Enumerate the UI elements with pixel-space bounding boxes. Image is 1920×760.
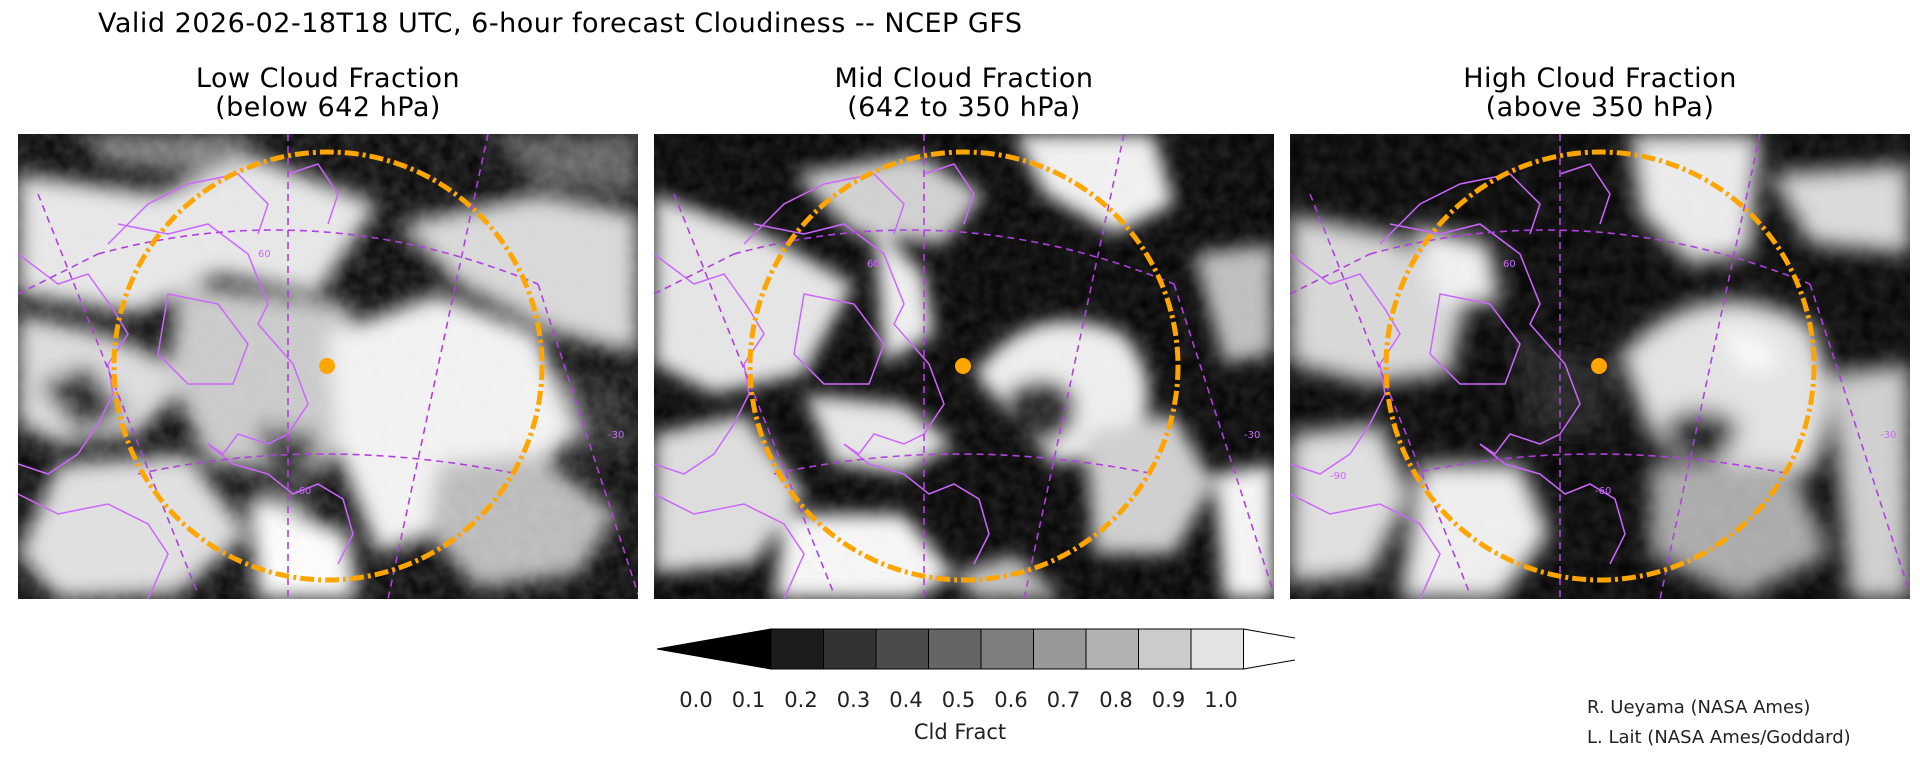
colorbar-segment	[1138, 628, 1192, 670]
lon-label: -90	[1330, 471, 1346, 482]
panel-title-line2: (above 350 hPa)	[1485, 92, 1715, 123]
panel-title-line1: High Cloud Fraction	[1463, 63, 1737, 94]
colorbar	[656, 628, 1295, 670]
range-ring	[747, 149, 1181, 583]
colorbar-tick-label: 0.7	[1046, 688, 1081, 712]
colorbar-tick-label: 0.8	[1099, 688, 1133, 712]
lon-label: -60	[295, 486, 311, 497]
colorbar-tick-label: 0.1	[731, 688, 766, 712]
panel-title: Low Cloud Fraction (below 642 hPa)	[18, 64, 638, 122]
map-svg: 60 -30 -60 -90	[1290, 134, 1910, 599]
panel-title: High Cloud Fraction (above 350 hPa)	[1290, 64, 1910, 122]
credit-line-1: R. Ueyama (NASA Ames)	[1587, 697, 1811, 718]
cloud-map: 60 -30	[654, 134, 1274, 599]
colorbar-segment	[823, 628, 877, 670]
gridlines	[1290, 134, 1910, 599]
panel-high-cloud: High Cloud Fraction (above 350 hPa)	[1290, 64, 1910, 599]
lon-label: -30	[1244, 430, 1260, 441]
colorbar-tick-label: 1.0	[1204, 688, 1238, 712]
colorbar-tick-label: 0.6	[994, 688, 1028, 712]
panel-title-line1: Mid Cloud Fraction	[834, 63, 1094, 94]
panel-title: Mid Cloud Fraction (642 to 350 hPa)	[654, 64, 1274, 122]
colorbar-title: Cld Fract	[913, 720, 1007, 744]
lon-label: -60	[1595, 486, 1611, 497]
panel-title-line2: (642 to 350 hPa)	[847, 92, 1081, 123]
location-marker	[319, 358, 335, 374]
colorbar-tick-label: 0.5	[941, 688, 976, 712]
location-marker	[1591, 358, 1607, 374]
lat-label: 60	[1503, 259, 1516, 270]
colorbar-segment	[1033, 628, 1087, 670]
colorbar-tick-label: 0.9	[1151, 688, 1186, 712]
credit-line-2: L. Lait (NASA Ames/Goddard)	[1587, 727, 1851, 748]
panel-title-line2: (below 642 hPa)	[215, 92, 441, 123]
lat-label: 60	[867, 259, 880, 270]
colorbar-segment	[1190, 628, 1244, 670]
coastlines	[18, 163, 354, 599]
panel-title-line1: Low Cloud Fraction	[195, 63, 461, 94]
cloud-map: 60 -30 -60	[18, 134, 638, 599]
colorbar-tick-label: 0.0	[679, 688, 713, 712]
colorbar-tick-label: 0.4	[889, 688, 923, 712]
colorbar-segment	[980, 628, 1034, 670]
location-marker	[955, 358, 971, 374]
colorbar-segment	[875, 628, 929, 670]
colorbar-tick-label: 0.3	[836, 688, 871, 712]
colorbar-segment	[928, 628, 982, 670]
map-svg: 60 -30 -60	[18, 134, 638, 599]
lon-label: -30	[1880, 430, 1896, 441]
colorbar-tick-labels: 0.0 0.1 0.2 0.3 0.4 0.5 0.6 0.7 0.8 0.9 1.0	[679, 688, 1256, 716]
panel-low-cloud: Low Cloud Fraction (below 642 hPa)	[18, 64, 638, 599]
colorbar-segment	[770, 628, 824, 670]
coastlines	[654, 163, 990, 599]
colorbar-arrow-high	[1243, 628, 1295, 670]
lon-label: -30	[608, 430, 624, 441]
panel-mid-cloud: Mid Cloud Fraction (642 to 350 hPa)	[654, 64, 1274, 599]
colorbar-tick-label: 0.2	[784, 688, 818, 712]
gridlines	[654, 134, 1274, 599]
figure-title: Valid 2026-02-18T18 UTC, 6-hour forecast…	[98, 8, 1023, 39]
colorbar-arrow-low	[656, 628, 772, 670]
range-ring	[111, 149, 545, 583]
lat-label: 60	[258, 249, 271, 260]
coastlines	[1290, 163, 1626, 599]
gridlines	[18, 134, 638, 599]
colorbar-segment	[1085, 628, 1139, 670]
cloud-map: 60 -30 -60 -90	[1290, 134, 1910, 599]
map-svg: 60 -30	[654, 134, 1274, 599]
range-ring	[1383, 149, 1817, 583]
